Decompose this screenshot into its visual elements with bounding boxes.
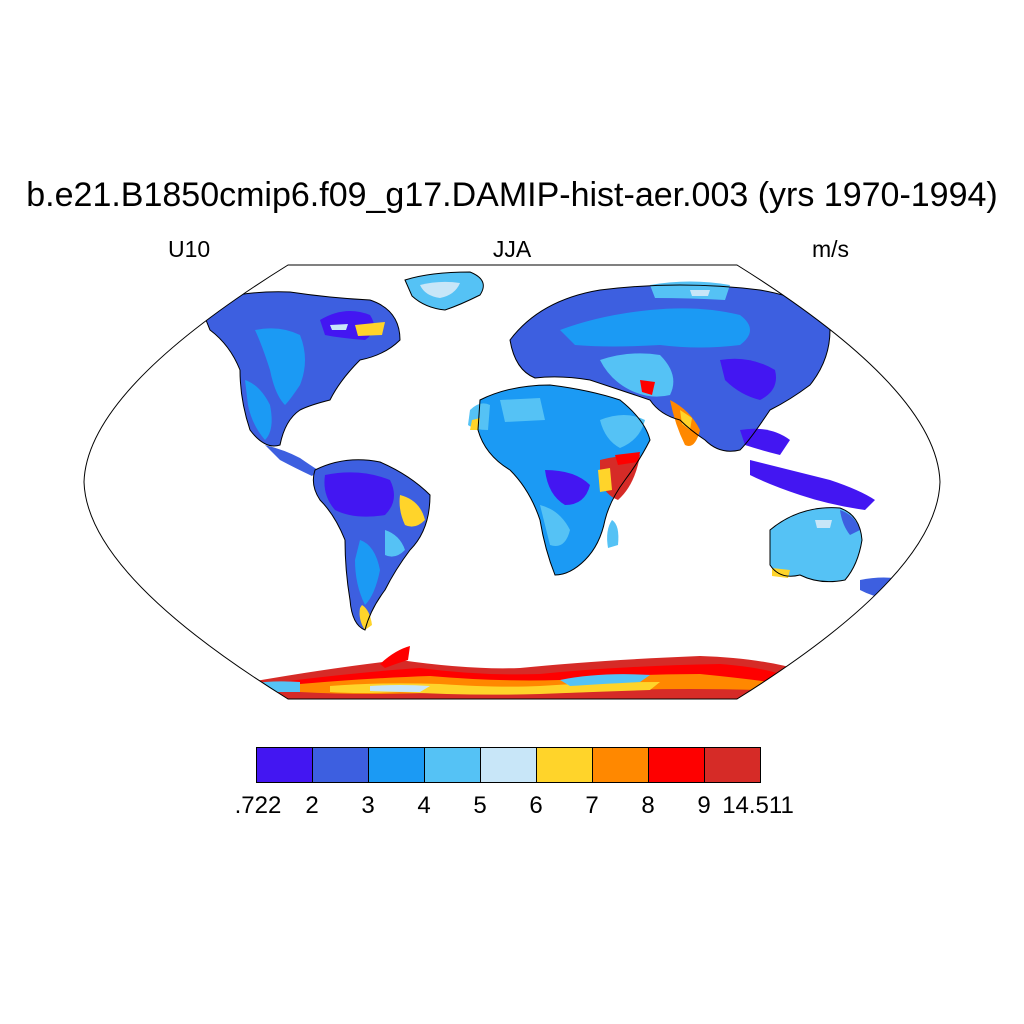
colorbar-swatch — [312, 747, 369, 783]
colorbar-tick-label: 14.511 — [722, 792, 794, 819]
units-label: m/s — [812, 236, 850, 262]
africa-region — [468, 385, 650, 575]
colorbar-tick-label: 6 — [529, 792, 543, 819]
colorbar-tick-label: 9 — [697, 792, 711, 819]
colorbar-tick-label: 3 — [361, 792, 375, 819]
south-america-region — [313, 459, 430, 630]
colorbar-tick-label: 5 — [473, 792, 487, 819]
coastlines — [199, 271, 863, 631]
colorbar-tick-label: 2 — [305, 792, 319, 819]
colorbar-swatch — [424, 747, 481, 783]
colorbar-swatch — [480, 747, 537, 783]
season-label: JJA — [492, 236, 532, 262]
colorbar-tick-label: 4 — [417, 792, 431, 819]
colorbar-swatch — [592, 747, 649, 783]
colorbar-tick-label: 8 — [641, 792, 655, 819]
map-border — [83, 264, 941, 700]
variable-label: U10 — [168, 236, 211, 262]
north-america-region — [200, 272, 484, 476]
colorbar-swatch — [648, 747, 705, 783]
colorbar-swatch — [256, 747, 313, 783]
eurasia-region — [510, 281, 880, 510]
plot-title: b.e21.B1850cmip6.f09_g17.DAMIP-hist-aer.… — [26, 176, 998, 214]
colorbar-tick-label: 7 — [585, 792, 599, 819]
colorbar-swatch — [368, 747, 425, 783]
colorbar-swatch — [704, 747, 761, 783]
colorbar-swatch — [536, 747, 593, 783]
colorbar-tick-label: .722 — [234, 792, 282, 819]
